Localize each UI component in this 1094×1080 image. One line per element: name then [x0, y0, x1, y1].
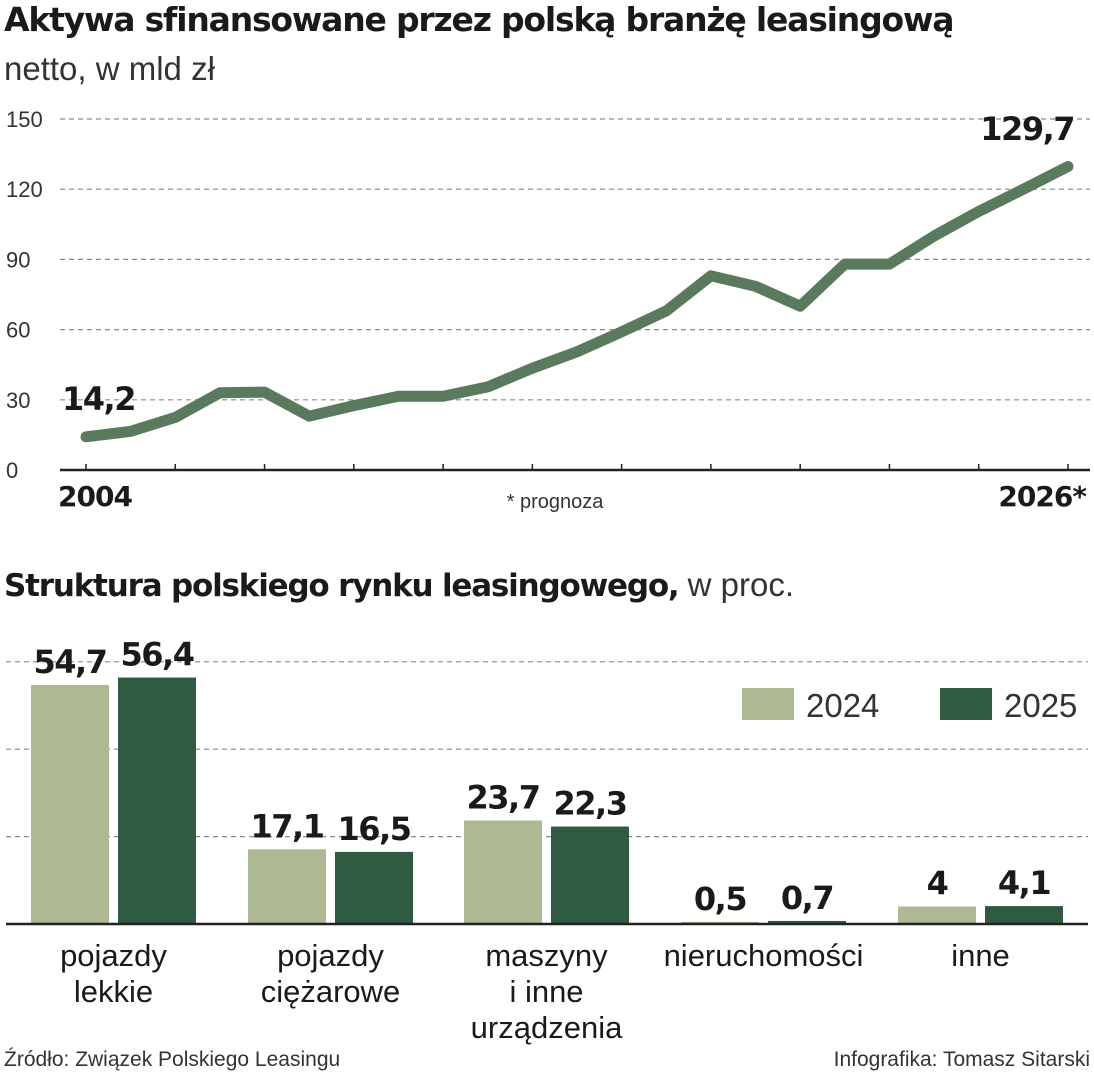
credit-note: Infografika: Tomasz Sitarski: [833, 1048, 1090, 1071]
bar-2025: [768, 920, 846, 924]
category-label: maszyny: [485, 938, 608, 973]
legend-swatch-2025: [940, 688, 992, 720]
y-tick-label: 120: [6, 177, 43, 202]
line-chart: 0 30 60 90 120 150 2004 2026* * prognoza 14,2 129,…: [6, 107, 1090, 513]
bar-value-label: 56,4: [121, 636, 194, 674]
bar-value-label: 0,7: [781, 879, 833, 917]
bar-chart-title-bold: Struktura polskiego rynku leasingowego,: [4, 568, 680, 604]
category-label: urządzenia: [471, 1010, 623, 1045]
y-tick-label: 60: [6, 318, 30, 343]
y-tick-label: 30: [6, 388, 30, 413]
category-label: nieruchomości: [664, 938, 864, 973]
category-label: pojazdy: [277, 938, 384, 973]
line-chart-subtitle: netto, w mld zł: [4, 50, 215, 87]
last-value-label: 129,7: [980, 110, 1074, 148]
footnote: * prognoza: [507, 491, 605, 513]
category-label: ciężarowe: [261, 974, 401, 1009]
bar-2025: [118, 677, 196, 924]
category-label: i inne: [509, 974, 583, 1009]
x-start-label: 2004: [58, 480, 132, 513]
legend-swatch-2024: [742, 688, 794, 720]
legend-label-2024: 2024: [806, 687, 879, 724]
x-end-label: 2026*: [998, 480, 1087, 513]
bar-value-label: 54,7: [34, 643, 107, 681]
bar-2024: [464, 820, 542, 924]
bar-value-label: 17,1: [251, 807, 324, 845]
line-chart-title: Aktywa sfinansowane przez polską branżę …: [4, 0, 955, 39]
y-tick-label: 90: [6, 247, 30, 272]
series-line: [80, 161, 1074, 443]
bar-value-label: 16,5: [338, 810, 411, 848]
bar-2025: [335, 851, 413, 924]
category-label: inne: [951, 938, 1010, 973]
bar-value-label: 22,3: [554, 785, 627, 823]
bar-2024: [248, 849, 326, 924]
bar-2024: [898, 906, 976, 924]
y-tick-label: 150: [6, 107, 43, 132]
legend-label-2025: 2025: [1004, 687, 1077, 724]
bar-value-label: 23,7: [467, 778, 540, 816]
bar-value-label: 0,5: [694, 880, 746, 918]
y-tick-label: 0: [6, 458, 18, 483]
category-label: pojazdy: [60, 938, 167, 973]
bar-chart-title-unit: w proc.: [678, 566, 795, 603]
bar-2024: [31, 684, 109, 924]
first-value-label: 14,2: [62, 380, 135, 418]
source-note: Źródło: Związek Polskiego Leasingu: [4, 1048, 341, 1071]
bar-2025: [985, 906, 1063, 924]
bar-2025: [551, 826, 629, 924]
bar-value-label: 4: [927, 865, 948, 903]
bar-chart-title: Struktura polskiego rynku leasingowego, …: [4, 566, 794, 604]
category-label: lekkie: [74, 974, 153, 1009]
bar-value-label: 4,1: [998, 864, 1050, 902]
